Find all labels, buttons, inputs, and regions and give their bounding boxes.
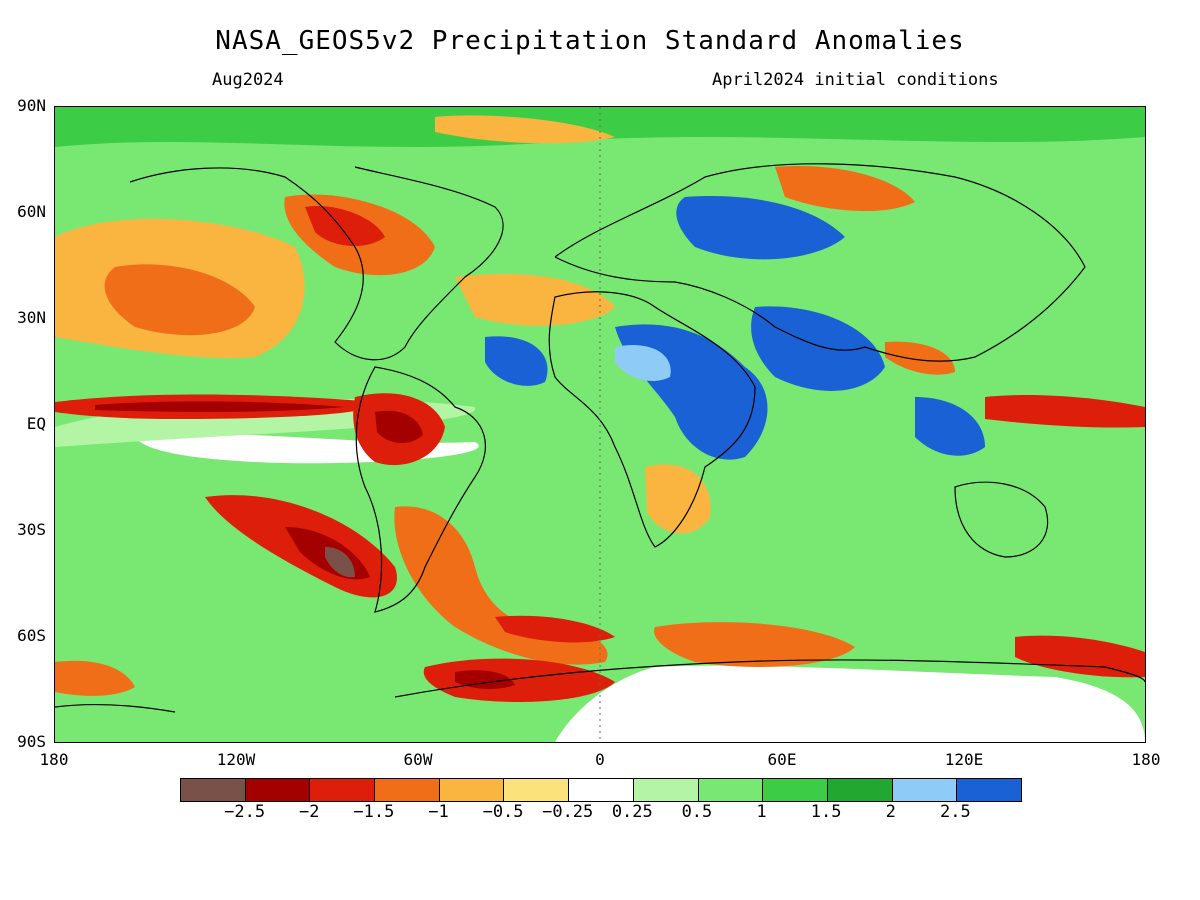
colorbar-swatch-1 bbox=[245, 779, 311, 801]
lat-label-90n: 90N bbox=[17, 96, 46, 115]
anomaly-wpac-dry bbox=[985, 395, 1145, 428]
lon-label-60w: 60W bbox=[403, 750, 433, 769]
anomaly-socean-dry bbox=[423, 658, 615, 702]
colorbar-swatch-10 bbox=[827, 779, 893, 801]
colorbar-swatch-4 bbox=[439, 779, 505, 801]
colorbar-label-7: 0.5 bbox=[681, 802, 713, 822]
coast-antarctica bbox=[394, 659, 1145, 698]
anomaly-atl-wet bbox=[485, 336, 548, 386]
anomaly-maritime-wet bbox=[915, 397, 985, 456]
colorbar-label-2: −1.5 bbox=[353, 802, 395, 822]
anomaly-asia-wet bbox=[676, 196, 845, 260]
colorbar-label-3: −1 bbox=[428, 802, 449, 822]
lat-label-60s: 60S bbox=[17, 626, 46, 645]
coast-australia bbox=[954, 481, 1049, 558]
anomaly-safrica-dry bbox=[645, 464, 711, 534]
anomaly-sindian-dry bbox=[654, 622, 855, 667]
anomaly-natl-dry bbox=[455, 273, 615, 326]
anomaly-seasia-dry bbox=[885, 341, 955, 375]
coast-north-america bbox=[129, 166, 504, 361]
colorbar-swatch-9 bbox=[763, 779, 828, 801]
colorbar-label-1: −2 bbox=[298, 802, 320, 822]
colorbar-label-10: 2 bbox=[885, 802, 896, 822]
anomaly-canada-core bbox=[305, 206, 385, 247]
anomaly-spac-extreme bbox=[325, 547, 355, 578]
lat-label-60n: 60N bbox=[17, 202, 46, 221]
anomaly-socean-core bbox=[455, 670, 515, 689]
lon-label-0: 0 bbox=[595, 750, 605, 769]
lat-label-90s: 90S bbox=[17, 732, 46, 751]
colorbar-swatch-3 bbox=[375, 779, 440, 801]
coast-eurasia bbox=[554, 163, 1086, 362]
colorbar-swatch-2 bbox=[310, 779, 376, 801]
coast-south-america bbox=[355, 366, 486, 613]
forecast-month: Aug2024 bbox=[212, 70, 284, 90]
coast-antarctica-west bbox=[55, 703, 176, 713]
anomaly-antarctic-white bbox=[555, 665, 1145, 742]
lat-label-30n: 30N bbox=[17, 308, 46, 327]
anomaly-arctic-dry bbox=[435, 115, 615, 144]
anomaly-light-blue bbox=[615, 345, 671, 382]
colorbar-swatch-12 bbox=[957, 779, 1021, 801]
colorbar-swatch-7 bbox=[633, 779, 699, 801]
anomaly-amazon-core bbox=[375, 410, 423, 443]
colorbar-label-9: 1.5 bbox=[810, 802, 842, 822]
anomaly-field bbox=[55, 107, 1145, 742]
lon-label-120e: 120E bbox=[944, 750, 984, 769]
anomaly-satl-dry bbox=[394, 506, 608, 665]
lon-label-60e: 60E bbox=[767, 750, 797, 769]
anomaly-eqpac-core bbox=[95, 401, 345, 412]
colorbar-label-0: −2.5 bbox=[224, 802, 266, 822]
anomaly-ross-dry bbox=[55, 660, 135, 696]
colorbar-label-4: −0.5 bbox=[482, 802, 524, 822]
lat-label-30s: 30S bbox=[17, 520, 46, 539]
map-title: NASA_GEOS5v2 Precipitation Standard Anom… bbox=[215, 26, 965, 56]
colorbar-swatch-0 bbox=[181, 779, 246, 801]
colorbar-label-8: 1 bbox=[756, 802, 767, 822]
colorbar-swatch-11 bbox=[892, 779, 958, 801]
lon-label-180w: 180 bbox=[39, 750, 69, 769]
lon-label-120w: 120W bbox=[216, 750, 256, 769]
coast-africa bbox=[548, 291, 756, 548]
anomaly-map bbox=[54, 106, 1146, 743]
anomaly-siberia-dry bbox=[775, 166, 915, 212]
colorbar-label-5: −0.25 bbox=[542, 802, 594, 822]
anomaly-npac-core bbox=[104, 264, 255, 336]
colorbar-label-11: 2.5 bbox=[940, 802, 971, 822]
colorbar bbox=[180, 778, 1022, 802]
initial-conditions: April2024 initial conditions bbox=[712, 70, 999, 90]
colorbar-swatch-6 bbox=[569, 779, 634, 801]
anomaly-satl-core bbox=[495, 615, 615, 643]
colorbar-label-6: 0.25 bbox=[611, 802, 653, 822]
anomaly-south-pac-east-dry bbox=[1015, 635, 1145, 678]
lon-label-180e: 180 bbox=[1131, 750, 1161, 769]
colorbar-swatch-8 bbox=[698, 779, 764, 801]
colorbar-swatch-5 bbox=[504, 779, 570, 801]
anomaly-india-wet bbox=[751, 306, 885, 391]
coastlines bbox=[55, 163, 1145, 713]
lat-label-eq: EQ bbox=[26, 414, 46, 433]
